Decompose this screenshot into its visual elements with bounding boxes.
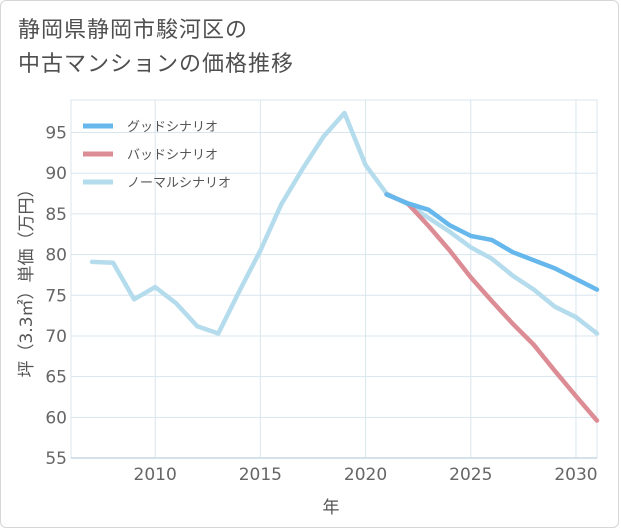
y-tick-label: 70 [45,327,67,347]
y-tick-label: 55 [45,449,67,469]
y-axis-title: 坪（3.3㎡）単価（万円） [17,180,37,377]
chart-title-line-1: 静岡県静岡市駿河区の [18,18,249,43]
y-tick-label: 95 [45,124,67,144]
legend-label-good: グッドシナリオ [127,120,218,135]
chart-title-line-2: 中古マンションの価格推移 [18,52,295,77]
chart-title: 静岡県静岡市駿河区の 中古マンションの価格推移 [18,14,294,82]
y-tick-label: 85 [45,205,67,225]
series-line-bad [384,192,600,423]
y-tick-label: 60 [45,408,67,428]
x-axis-title: 年 [323,498,340,518]
series-line-normal [89,110,600,336]
legend-label-normal: ノーマルシナリオ [127,176,231,191]
legend-label-bad: バッドシナリオ [127,148,218,163]
x-tick-label: 2030 [554,465,597,485]
y-tick-label: 75 [45,286,67,306]
x-tick-label: 2020 [344,465,387,485]
series-line-good [384,192,600,292]
x-tick-label: 2010 [134,465,177,485]
x-tick-label: 2015 [239,465,282,485]
x-tick-label: 2025 [449,465,492,485]
y-tick-label: 80 [45,246,67,266]
y-tick-label: 65 [45,368,67,388]
y-tick-label: 90 [45,164,67,184]
